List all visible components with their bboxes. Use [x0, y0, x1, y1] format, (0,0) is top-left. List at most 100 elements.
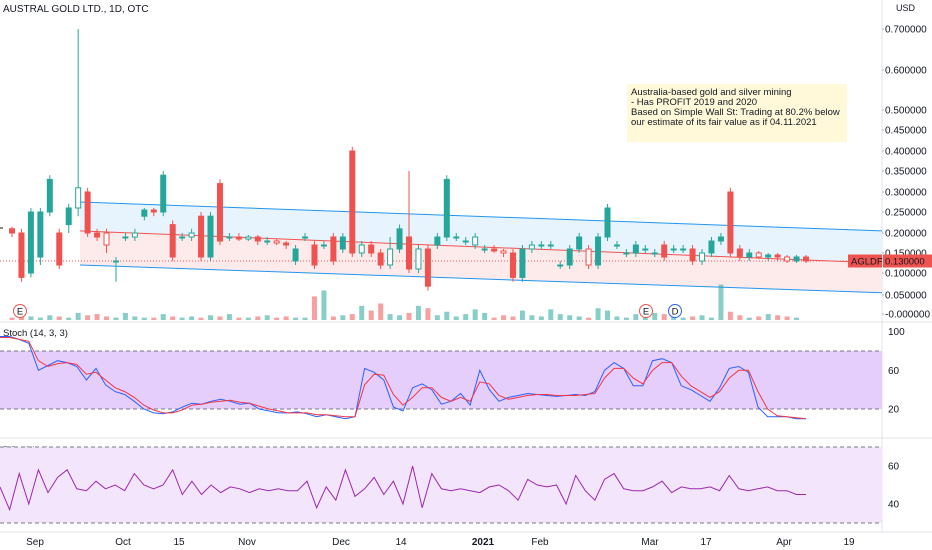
- volume-bar: [56, 316, 62, 320]
- candle-body: [169, 224, 176, 258]
- event-marker-icon: [13, 304, 27, 318]
- candle-body: [699, 252, 706, 262]
- candle-body: [358, 244, 365, 254]
- candle-body: [65, 207, 72, 226]
- volume-bar: [160, 314, 166, 320]
- candle-body: [585, 248, 592, 266]
- volume-bar: [765, 314, 771, 320]
- volume-bar: [633, 314, 639, 320]
- volume-bar: [264, 315, 270, 320]
- volume-bar: [482, 312, 488, 320]
- rsi-band: [0, 447, 882, 523]
- time-axis-label: Nov: [238, 537, 256, 548]
- volume-bar: [415, 305, 421, 320]
- candle-body: [803, 256, 809, 262]
- volume-bar: [586, 317, 592, 320]
- candle-body: [528, 244, 535, 250]
- volume-bar: [378, 303, 384, 320]
- candle-body: [103, 232, 110, 246]
- candle-body: [330, 236, 337, 262]
- candle-body: [717, 236, 724, 242]
- candle-body: [122, 236, 129, 239]
- volume-bar: [557, 314, 563, 320]
- volume-bar: [614, 316, 620, 320]
- volume-bar: [718, 284, 724, 320]
- candle-body: [689, 248, 696, 262]
- candle-body: [547, 244, 554, 247]
- time-axis-label: 17: [700, 537, 712, 548]
- volume-bar: [122, 312, 128, 320]
- volume-bar: [226, 314, 232, 320]
- candle-body: [141, 209, 148, 217]
- volume-bar: [94, 314, 100, 320]
- candle-body: [131, 232, 138, 238]
- volume-bar: [538, 316, 544, 320]
- price-scale-label: 0.450000: [885, 126, 927, 137]
- candle-body: [160, 174, 167, 213]
- candle-body: [491, 248, 498, 252]
- volume-bar: [699, 315, 705, 320]
- candle-body: [576, 236, 583, 250]
- candle-body: [434, 236, 441, 246]
- time-axis-label: 2021: [472, 537, 495, 548]
- event-marker-label: D: [672, 307, 679, 318]
- volume-bar: [444, 311, 450, 320]
- candle-body: [198, 215, 205, 258]
- stoch-scale-label: 20: [888, 405, 900, 416]
- volume-bar: [85, 315, 91, 320]
- volume-bar: [605, 310, 610, 320]
- volume-bar: [283, 316, 289, 320]
- volume-bar: [170, 316, 176, 320]
- candle-body: [188, 232, 195, 238]
- candle-body: [216, 183, 223, 242]
- time-axis-label: Apr: [776, 537, 792, 548]
- volume-bar: [529, 315, 535, 320]
- volume-bar: [208, 315, 213, 320]
- candle-body: [481, 248, 488, 251]
- candle-body: [623, 252, 630, 255]
- candle-body: [94, 232, 101, 238]
- candle-body: [27, 211, 34, 274]
- candle-body: [509, 252, 516, 278]
- price-scale-label: 0.150000: [885, 249, 927, 260]
- volume-bar: [330, 316, 336, 320]
- stoch-scale-label: 100: [888, 327, 905, 338]
- candle-body: [632, 244, 639, 254]
- volume-bar: [255, 316, 261, 320]
- price-scale-label: 0.250000: [885, 208, 927, 219]
- volume-bar: [132, 316, 138, 320]
- candle-body: [755, 252, 762, 258]
- candle-body: [736, 248, 743, 258]
- volume-bar: [756, 316, 762, 320]
- event-marker-label: E: [643, 307, 649, 318]
- time-axis-label: Mar: [641, 537, 659, 548]
- candle-body: [18, 232, 25, 278]
- time-axis-label: 19: [843, 537, 855, 548]
- time-axis-label: Oct: [115, 537, 131, 548]
- volume-bar: [113, 317, 119, 320]
- candle-body: [472, 236, 479, 246]
- price-scale-label: 0.400000: [885, 147, 927, 158]
- volume-bar: [302, 317, 308, 320]
- volume-bar: [727, 311, 733, 320]
- volume-bar: [737, 315, 743, 320]
- candle-body: [784, 256, 791, 262]
- volume-bar: [179, 317, 185, 320]
- candle-body: [264, 240, 271, 243]
- candle-body: [226, 236, 233, 239]
- candle-body: [273, 240, 280, 244]
- candle-body: [613, 244, 620, 247]
- price-scale-label: -0.000000: [885, 310, 930, 321]
- volume-bar: [141, 317, 147, 320]
- volume-bar: [510, 316, 516, 320]
- volume-bar: [472, 309, 478, 320]
- symbol-tag: [848, 254, 882, 268]
- candle-body: [774, 254, 781, 258]
- channel-lower-fill: [80, 230, 882, 293]
- time-axis-label: 15: [173, 537, 185, 548]
- volume-bar: [198, 317, 204, 320]
- candle-body: [292, 248, 299, 262]
- candle-body: [339, 236, 346, 250]
- volume-bar: [652, 312, 658, 320]
